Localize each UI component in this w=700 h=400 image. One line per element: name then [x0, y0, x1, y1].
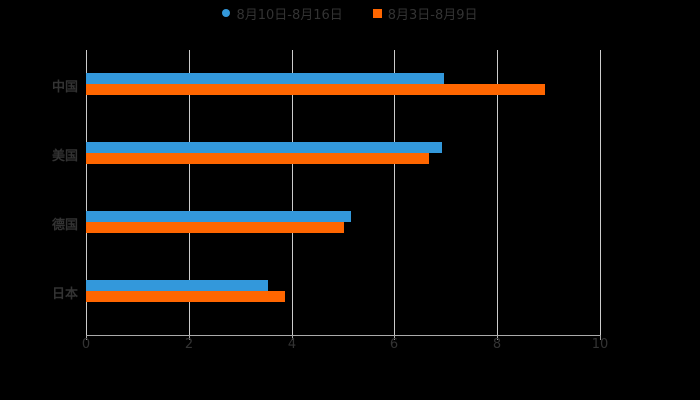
y-axis-label: 美国 — [51, 149, 78, 164]
bar-week-aug3[interactable] — [86, 153, 429, 164]
x-axis-line — [86, 335, 601, 336]
legend-label: 8月10日-8月16日 — [236, 7, 343, 23]
bar-week-aug10[interactable] — [86, 211, 351, 222]
legend-swatch-icon — [222, 9, 231, 17]
x-axis-label: 8 — [492, 337, 502, 352]
x-axis-tick — [189, 335, 190, 340]
gridline — [394, 50, 395, 335]
x-axis-label: 10 — [591, 337, 609, 352]
x-axis-tick — [600, 335, 601, 340]
y-axis-label: 中国 — [51, 80, 78, 95]
x-axis-label: 6 — [389, 337, 399, 352]
gridline — [497, 50, 498, 335]
legend-item-week-aug3[interactable]: 8月3日-8月9日 — [372, 4, 478, 23]
bar-week-aug3[interactable] — [86, 291, 285, 302]
x-axis-tick — [497, 335, 498, 340]
gridline — [189, 50, 190, 335]
x-axis-label: 0 — [81, 337, 91, 352]
x-axis-tick — [394, 335, 395, 340]
bar-week-aug3[interactable] — [86, 222, 344, 233]
legend-item-week-aug10[interactable]: 8月10日-8月16日 — [222, 4, 343, 23]
x-axis-label: 4 — [287, 337, 297, 352]
bar-week-aug10[interactable] — [86, 73, 444, 84]
chart-legend: 8月10日-8月16日 8月3日-8月9日 — [0, 4, 700, 23]
y-axis-label: 日本 — [51, 287, 78, 302]
legend-label: 8月3日-8月9日 — [387, 7, 478, 23]
x-axis-tick — [292, 335, 293, 340]
gridline — [600, 50, 601, 335]
legend-swatch-icon — [372, 8, 382, 18]
gridline — [292, 50, 293, 335]
bar-week-aug10[interactable] — [86, 280, 268, 291]
x-axis-tick — [86, 335, 87, 340]
bar-week-aug10[interactable] — [86, 142, 442, 153]
y-axis-label: 德国 — [51, 218, 78, 233]
bar-week-aug3[interactable] — [86, 84, 545, 95]
gridline — [86, 50, 87, 335]
x-axis-label: 2 — [184, 337, 194, 352]
